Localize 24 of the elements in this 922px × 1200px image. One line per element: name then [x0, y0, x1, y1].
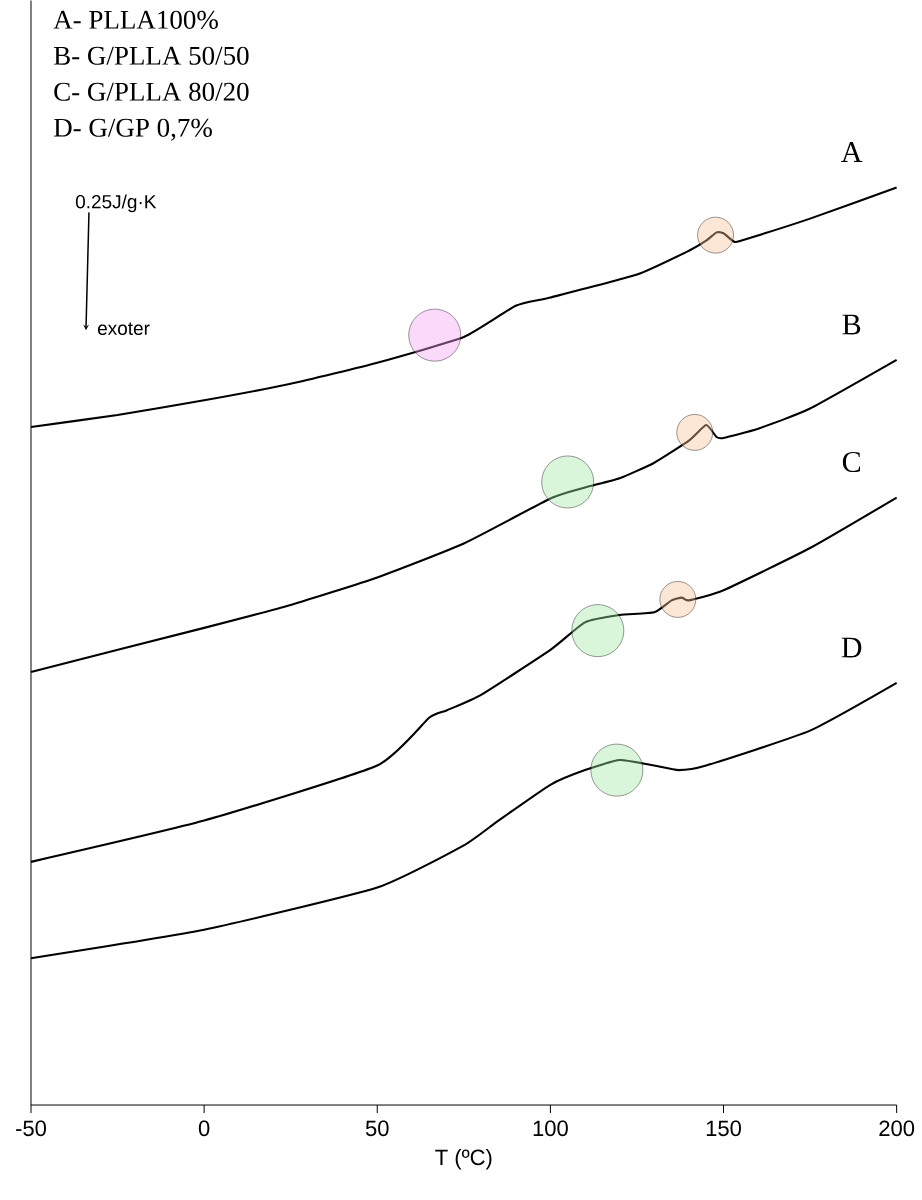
annotation: 0.25J/g·K	[76, 194, 157, 213]
text: A- PLLA100%	[53, 10, 219, 29]
text: D- G/GP 0,7%	[54, 118, 213, 141]
annotation: exoter	[98, 322, 150, 336]
x-tick-label: -50	[16, 1120, 47, 1137]
x-tick-label: 100	[533, 1120, 569, 1137]
point	[659, 581, 697, 618]
point	[571, 604, 625, 657]
x-tick-label: 150	[707, 1120, 742, 1137]
x-tick-label: 200	[879, 1120, 915, 1137]
x-tick-label: 0	[199, 1120, 210, 1137]
series-label: D	[841, 637, 862, 658]
point	[590, 743, 644, 797]
point	[541, 455, 595, 509]
series-label: A	[841, 142, 863, 162]
point	[408, 308, 462, 362]
series-label: C	[843, 451, 861, 473]
text: C- G/PLLA 80/20	[54, 82, 249, 101]
text: B- G/PLLA 50/50	[54, 46, 249, 65]
x-axis-title: T (ºC)	[435, 1148, 492, 1170]
x-tick-label: 50	[366, 1120, 389, 1137]
series-label: B	[842, 314, 861, 335]
point	[697, 216, 734, 254]
point	[676, 414, 714, 451]
